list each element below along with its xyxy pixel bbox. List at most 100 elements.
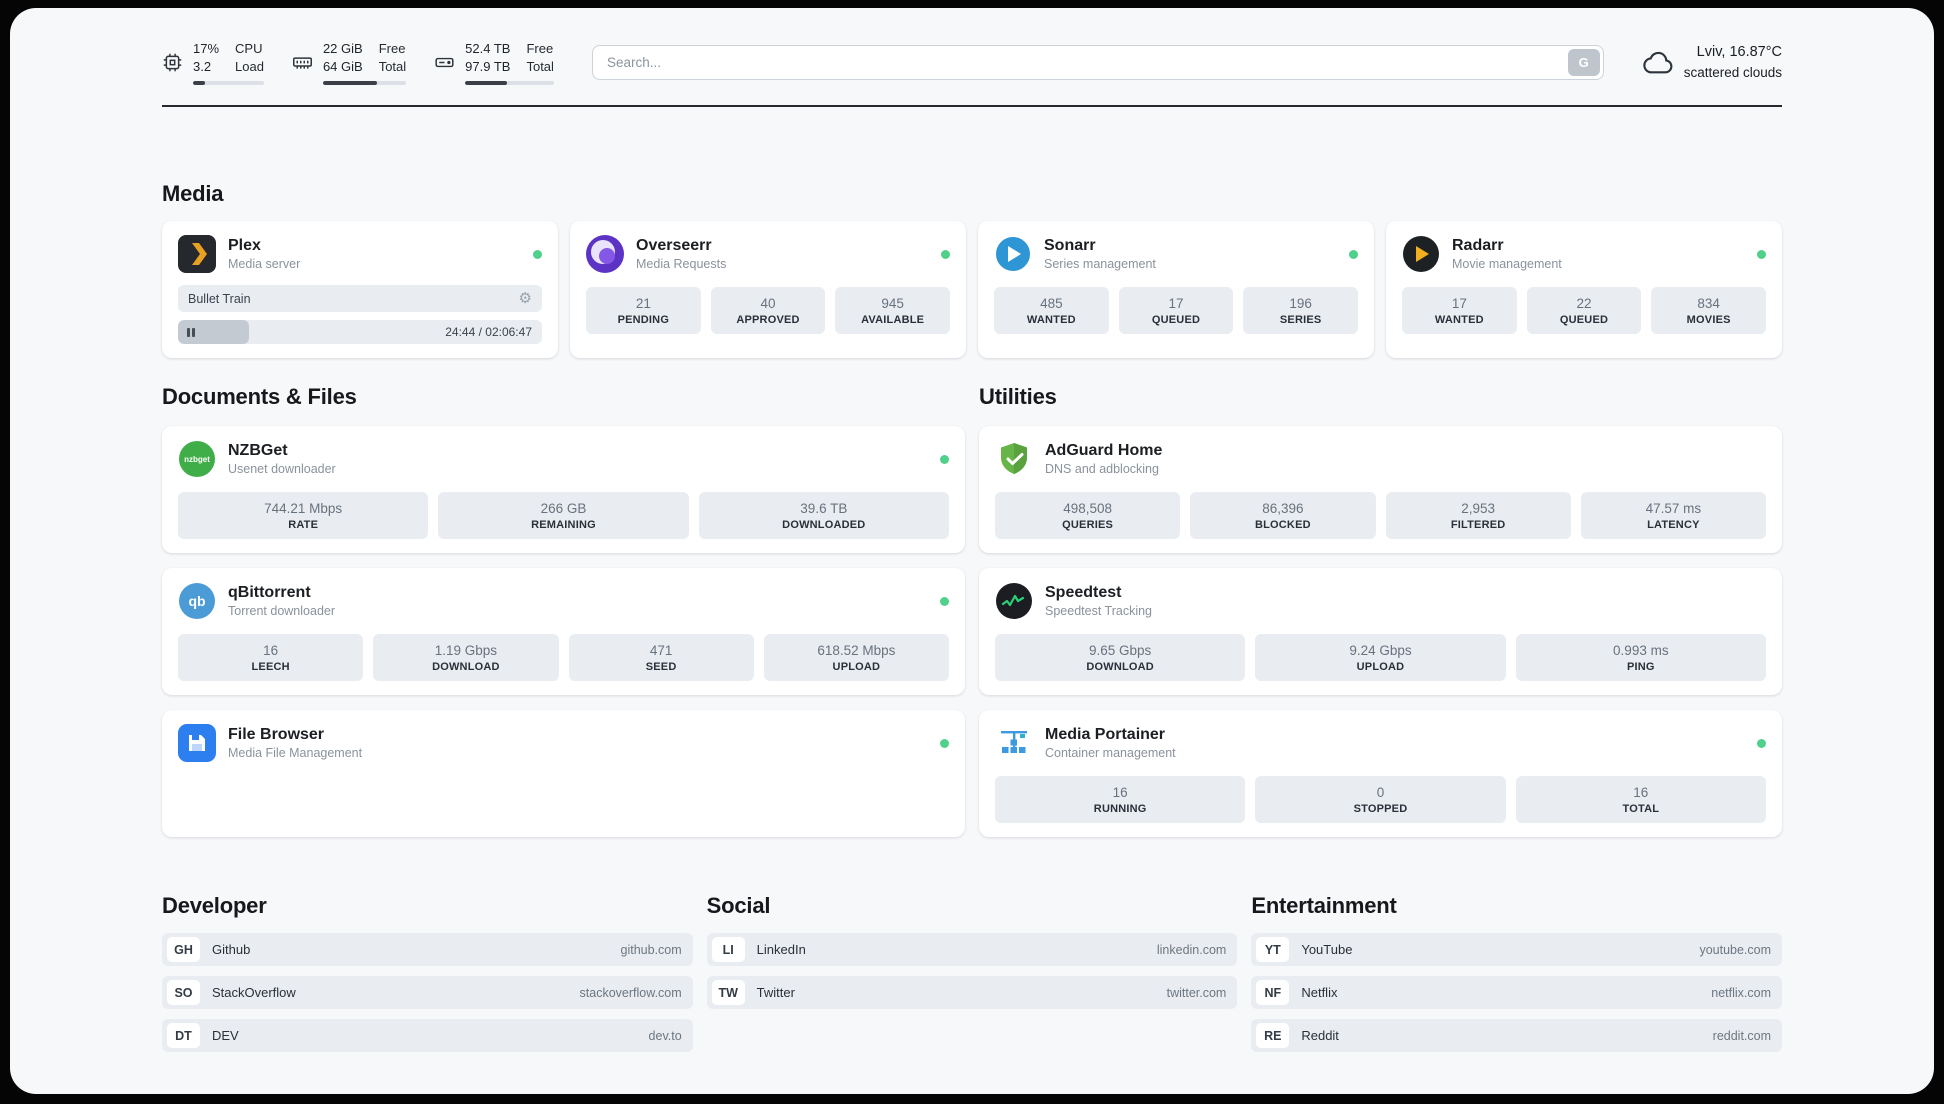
stat-rate: 744.21 Mbps RATE	[178, 492, 429, 540]
app-card-speedtest[interactable]: Speedtest Speedtest Tracking 9.65 Gbps DO…	[979, 568, 1782, 696]
app-description: Movie management	[1452, 257, 1562, 272]
radarr-icon	[1402, 235, 1440, 273]
utilities-column: Utilities AdGuard Home DNS and adblockin…	[979, 384, 1782, 838]
stat-wanted: 485 WANTED	[994, 287, 1109, 335]
link-dev[interactable]: DT DEV dev.to	[162, 1019, 693, 1053]
stat-downloaded: 39.6 TB DOWNLOADED	[698, 492, 949, 540]
app-description: Usenet downloader	[228, 462, 336, 477]
link-youtube[interactable]: YT YouTube youtube.com	[1251, 933, 1783, 967]
search-input[interactable]	[591, 45, 1604, 81]
link-stackoverflow[interactable]: SO StackOverflow stackoverflow.com	[162, 976, 693, 1010]
qbittorrent-icon: qb	[178, 582, 216, 620]
system-monitors: 17% 3.2 CPU Load 22 GiB 64 GiB Free Total	[162, 40, 554, 86]
portainer-icon	[995, 724, 1033, 762]
weather-location: Lviv, 16.87°C	[1696, 44, 1782, 61]
app-name: Media Portainer	[1045, 726, 1166, 744]
link-abbr: NF	[1256, 980, 1290, 1006]
entertainment-links: Entertainment YT YouTube youtube.com NF …	[1251, 893, 1783, 1053]
media-cards-row: Plex Media server Bullet Train ⚙ 24:44 /…	[162, 221, 1782, 359]
search-provider-button[interactable]: G	[1567, 49, 1600, 77]
status-dot-online	[941, 249, 950, 259]
stat-upload: 618.52 Mbps UPLOAD	[763, 634, 949, 682]
ram-progress-bar	[322, 81, 407, 86]
playback-progress-bar[interactable]: 24:44 / 02:06:47	[178, 320, 542, 345]
svg-text:nzbget: nzbget	[184, 455, 210, 464]
cpu-usage-value: 17%	[193, 41, 220, 56]
social-links: Social LI LinkedIn linkedin.com TW Twitt…	[706, 893, 1238, 1052]
stat-wanted: 17 WANTED	[1402, 287, 1517, 335]
now-playing-title: Bullet Train	[188, 291, 251, 306]
link-netflix[interactable]: NF Netflix netflix.com	[1251, 976, 1783, 1010]
stat-queued: 17 QUEUED	[1118, 287, 1234, 335]
disk-free-label: Free	[526, 41, 554, 56]
app-card-portainer[interactable]: Media Portainer Container management 16 R…	[979, 710, 1782, 838]
app-description: Torrent downloader	[228, 604, 336, 619]
app-card-sonarr[interactable]: Sonarr Series management 485 WANTED 17 QUE…	[978, 221, 1374, 359]
gear-icon[interactable]: ⚙	[518, 290, 532, 308]
stat-running: 16 RUNNING	[995, 776, 1246, 824]
stat-download: 9.65 Gbps DOWNLOAD	[995, 634, 1246, 682]
link-abbr: SO	[167, 980, 200, 1006]
app-card-filebrowser[interactable]: File Browser Media File Management	[162, 710, 965, 838]
playback-progress-fill	[178, 320, 249, 345]
link-abbr: TW	[711, 980, 745, 1006]
section-title-developer: Developer	[162, 893, 267, 919]
app-description: Series management	[1044, 257, 1156, 272]
top-bar: 17% 3.2 CPU Load 22 GiB 64 GiB Free Total	[162, 8, 1782, 86]
stat-total: 16 TOTAL	[1515, 776, 1766, 824]
app-card-qbittorrent[interactable]: qb qBittorrent Torrent downloader 16 LEEC…	[162, 568, 965, 696]
app-name: NZBGet	[228, 442, 288, 460]
stat-filtered: 2,953 FILTERED	[1385, 492, 1571, 540]
disk-monitor: 52.4 TB 97.9 TB Free Total	[434, 40, 554, 86]
link-linkedin[interactable]: LI LinkedIn linkedin.com	[706, 933, 1238, 967]
stat-series: 196 SERIES	[1243, 287, 1359, 335]
stat-latency: 47.57 ms LATENCY	[1580, 492, 1766, 540]
link-github[interactable]: GH Github github.com	[162, 933, 693, 967]
app-card-adguard[interactable]: AdGuard Home DNS and adblocking 498,508 Q…	[979, 426, 1782, 554]
cpu-monitor: 17% 3.2 CPU Load	[162, 40, 264, 86]
overseerr-icon	[586, 235, 624, 274]
app-name: Plex	[228, 237, 261, 255]
link-twitter[interactable]: TW Twitter twitter.com	[706, 976, 1238, 1010]
weather-widget[interactable]: Lviv, 16.87°C scattered clouds	[1642, 42, 1782, 83]
app-card-nzbget[interactable]: nzbget NZBGet Usenet downloader 744.21 M…	[162, 426, 965, 554]
stat-ping: 0.993 ms PING	[1515, 634, 1766, 682]
link-abbr: RE	[1256, 1023, 1290, 1049]
cpu-icon	[162, 52, 183, 73]
section-title-media: Media	[162, 181, 224, 207]
stat-movies: 834 MOVIES	[1651, 287, 1767, 335]
ram-monitor: 22 GiB 64 GiB Free Total	[292, 40, 407, 86]
stat-leech: 16 LEECH	[178, 634, 364, 682]
search-bar: G	[591, 45, 1604, 81]
stat-stopped: 0 STOPPED	[1255, 776, 1506, 824]
stat-download: 1.19 Gbps DOWNLOAD	[373, 634, 559, 682]
stat-queued: 22 QUEUED	[1526, 287, 1642, 335]
stat-seed: 471 SEED	[568, 634, 754, 682]
cpu-progress-bar	[193, 81, 264, 86]
app-description: Speedtest Tracking	[1045, 604, 1153, 619]
app-name: AdGuard Home	[1045, 442, 1163, 460]
developer-links: Developer GH Github github.com SO StackO…	[162, 893, 693, 1053]
app-card-radarr[interactable]: Radarr Movie management 17 WANTED 22 QUEUE…	[1386, 221, 1782, 359]
ram-icon	[292, 52, 313, 73]
plex-icon	[178, 235, 216, 274]
dashboard-panel: 17% 3.2 CPU Load 22 GiB 64 GiB Free Total	[10, 8, 1934, 1094]
app-description: Container management	[1045, 746, 1176, 761]
section-title-documents: Documents & Files	[162, 384, 357, 410]
speedtest-icon	[995, 582, 1033, 620]
app-description: Media server	[228, 257, 301, 272]
pause-icon	[187, 327, 190, 337]
ram-free-label: Free	[378, 41, 406, 56]
stat-blocked: 86,396 BLOCKED	[1190, 492, 1376, 540]
stat-queries: 498,508 QUERIES	[995, 492, 1181, 540]
app-card-plex[interactable]: Plex Media server Bullet Train ⚙ 24:44 /…	[162, 221, 558, 359]
status-dot-online	[940, 454, 949, 464]
link-reddit[interactable]: RE Reddit reddit.com	[1251, 1019, 1783, 1053]
status-dot-online	[1349, 249, 1358, 259]
section-title-entertainment: Entertainment	[1251, 893, 1397, 919]
app-card-overseerr[interactable]: Overseerr Media Requests 21 PENDING 40 APP…	[570, 221, 966, 359]
disk-total-label: Total	[526, 59, 554, 75]
cloud-icon	[1642, 47, 1674, 79]
sonarr-icon	[994, 235, 1032, 274]
stat-upload: 9.24 Gbps UPLOAD	[1255, 634, 1506, 682]
